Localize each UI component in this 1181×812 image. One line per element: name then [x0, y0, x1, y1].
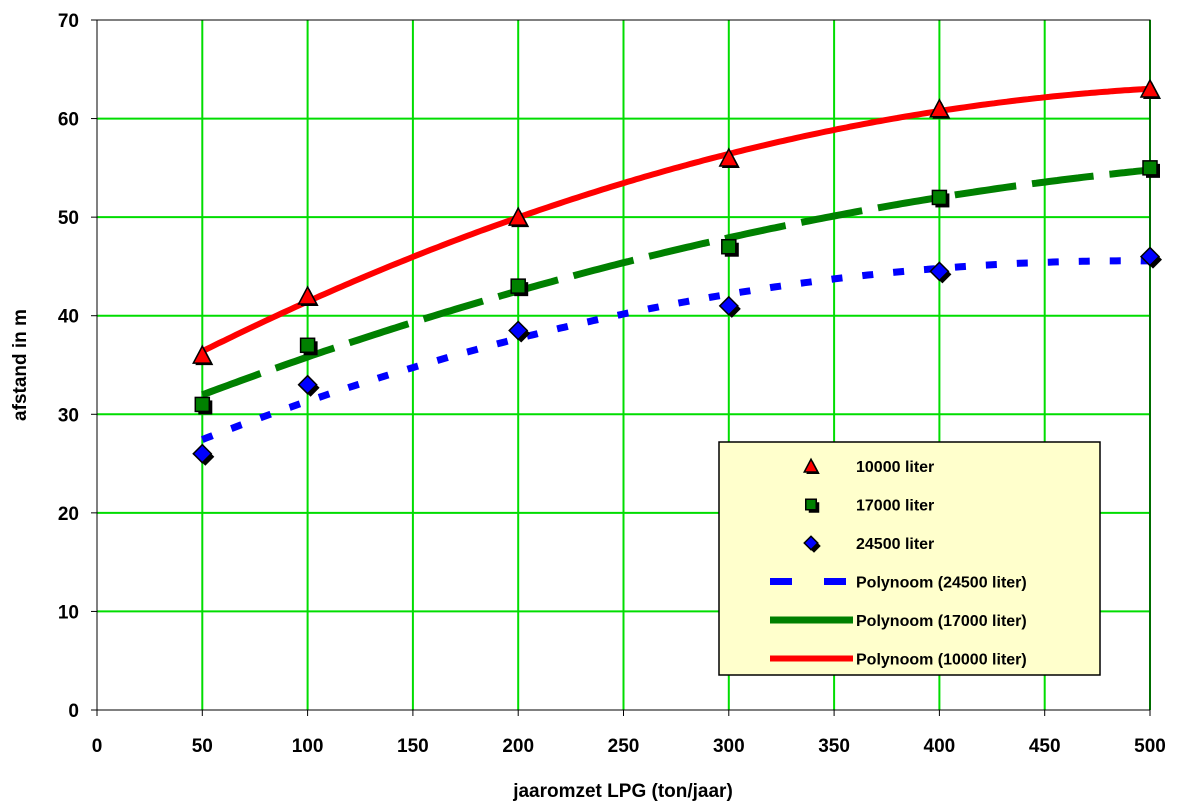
legend-label: Polynoom (10000 liter) [856, 652, 1027, 669]
x-axis-title: jaaromzet LPG (ton/jaar) [512, 781, 733, 802]
legend-label: Polynoom (24500 liter) [856, 575, 1027, 592]
x-tick-label: 400 [924, 736, 956, 757]
marker-diamond [718, 295, 739, 316]
trendline-24500-liter [200, 257, 1150, 443]
x-tick-label: 300 [713, 736, 745, 757]
trendlines [200, 85, 1151, 443]
x-tick-label: 250 [608, 736, 640, 757]
trendline-17000-liter [201, 166, 1151, 399]
legend-symbol-diamond [803, 535, 819, 551]
legend-label: 17000 liter [856, 498, 934, 515]
marker-triangle [718, 147, 740, 167]
legend-label: 10000 liter [856, 459, 934, 476]
marker-square [194, 396, 211, 413]
legend-label: 24500 liter [856, 536, 934, 553]
y-axis-title: afstand in m [10, 309, 31, 421]
y-tick-label: 10 [58, 602, 79, 623]
x-tick-label: 450 [1029, 736, 1061, 757]
legend-box [718, 441, 1101, 676]
legend-label: Polynoom (17000 liter) [856, 613, 1027, 630]
x-axis-ticks: 0 50 100 150 200 250 300 350 400 450 500 [92, 710, 1166, 757]
marker-square [1142, 160, 1158, 176]
y-tick-label: 50 [58, 208, 79, 229]
x-tick-label: 150 [397, 736, 429, 757]
trendline-10000-liter [200, 85, 1151, 354]
legend-symbol-square [805, 498, 817, 511]
x-tick-label: 0 [92, 736, 103, 757]
x-tick-label: 100 [292, 736, 324, 757]
x-tick-label: 200 [502, 736, 534, 757]
x-tick-label: 350 [818, 736, 850, 757]
y-tick-label: 40 [58, 307, 79, 328]
markers [192, 78, 1162, 466]
marker-square [510, 278, 526, 294]
marker-triangle [1139, 78, 1161, 98]
x-tick-label: 50 [192, 736, 213, 757]
legend: 10000 liter 17000 liter 24500 liter Polynoo… [718, 441, 1101, 676]
legend-symbol-triangle [803, 457, 819, 473]
marker-triangle [929, 98, 950, 118]
marker-triangle [192, 344, 213, 364]
marker-triangle [507, 206, 529, 226]
x-tick-label: 500 [1134, 736, 1166, 757]
marker-diamond [508, 320, 529, 341]
y-tick-label: 70 [58, 11, 79, 32]
marker-diamond [297, 374, 318, 395]
marker-triangle [297, 285, 318, 305]
marker-square [931, 189, 948, 206]
y-tick-label: 30 [58, 405, 79, 426]
marker-square [721, 238, 737, 255]
marker-square [299, 337, 316, 354]
marker-diamond [192, 443, 213, 464]
y-tick-label: 0 [68, 701, 79, 722]
marker-diamond [929, 261, 950, 282]
y-axis-ticks: 0 10 20 30 40 50 60 70 [58, 11, 97, 722]
y-tick-label: 20 [58, 504, 79, 525]
marker-diamond [1139, 246, 1161, 267]
y-tick-label: 60 [58, 110, 79, 131]
